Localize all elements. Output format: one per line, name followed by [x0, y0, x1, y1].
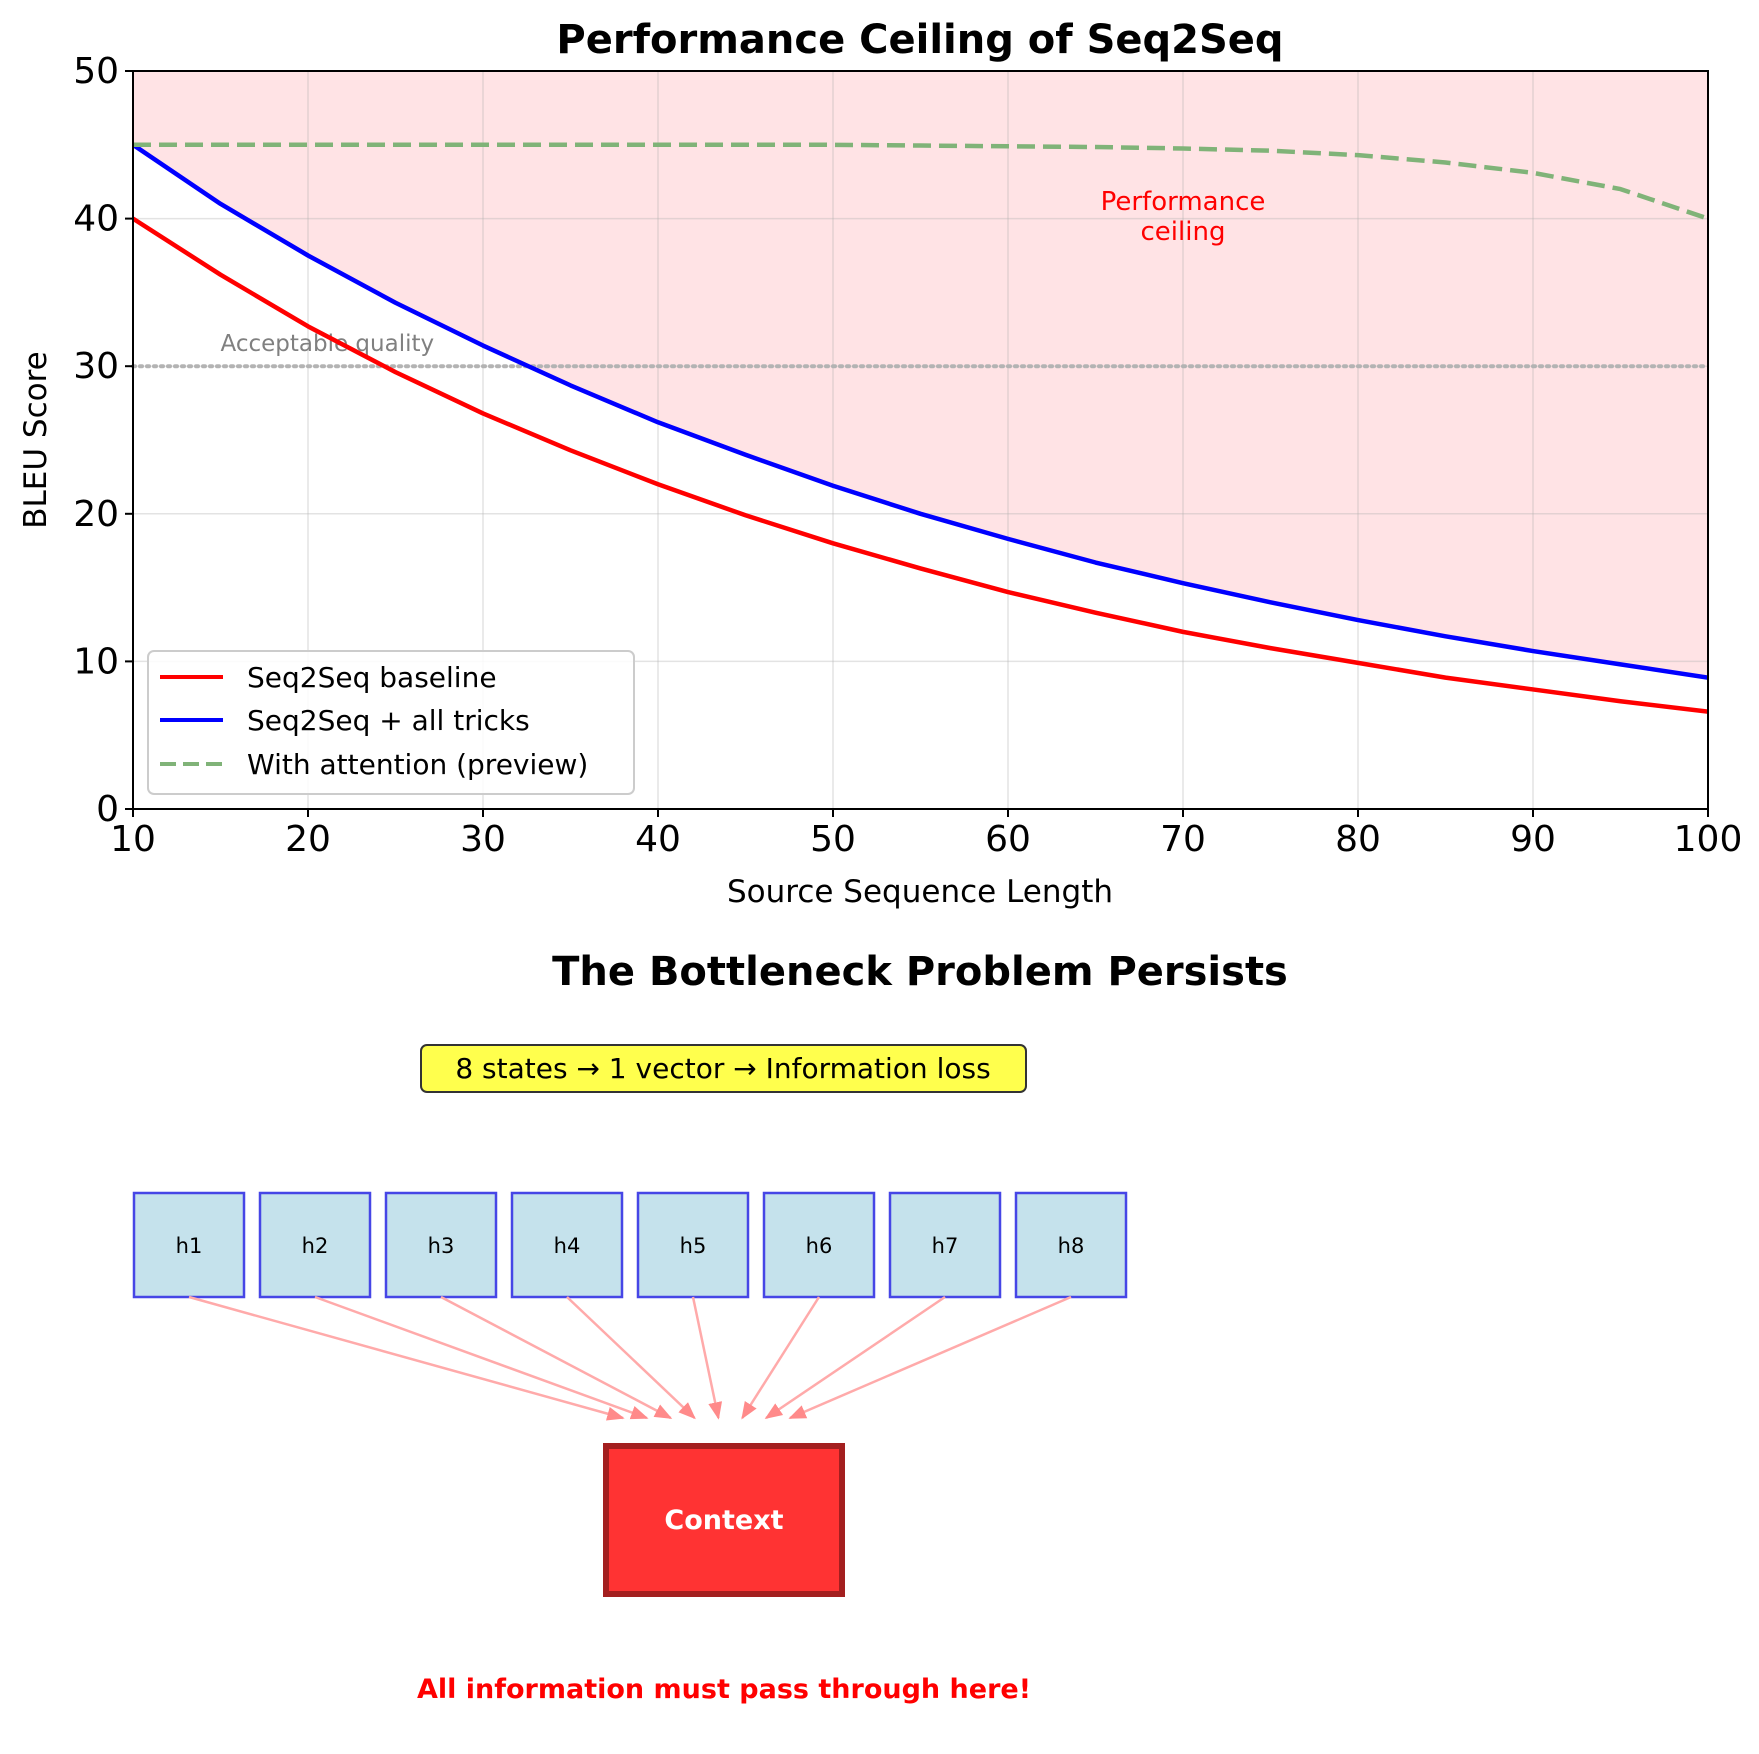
- y-axis-label: BLEU Score: [18, 351, 54, 529]
- series-line-2: [133, 142, 1708, 680]
- x-tick-label: 80: [1335, 819, 1381, 860]
- y-tick-label: 30: [73, 346, 119, 387]
- x-tick-label: 70: [1160, 819, 1206, 860]
- state-label-h6: h6: [806, 1234, 833, 1258]
- legend-label-attention: With attention (preview): [247, 748, 588, 781]
- plot-frame: [132, 70, 1709, 810]
- context-label: Context: [664, 1505, 783, 1536]
- legend-box: [147, 650, 635, 795]
- x-tick-label: 90: [1510, 819, 1556, 860]
- x-tick-label: 10: [110, 819, 156, 860]
- state-label-h3: h3: [428, 1234, 455, 1258]
- hidden-states: h1 h2 h3 h4 h5 h6 h7 h8: [132, 1191, 1128, 1299]
- y-tick-label: 40: [73, 199, 119, 240]
- series-line-3: [133, 142, 1708, 221]
- legend-label-baseline: Seq2Seq baseline: [247, 661, 497, 694]
- callout-box: [420, 1044, 1027, 1093]
- state-box-h6: [762, 1191, 876, 1299]
- state-box-h1: [132, 1191, 246, 1299]
- arrow-h3: [440, 1295, 673, 1420]
- arrow-h8: [788, 1295, 1072, 1420]
- context-box: [603, 1443, 845, 1597]
- state-box-h7: [888, 1191, 1002, 1299]
- x-tick-label: 40: [635, 819, 681, 860]
- arrow-h6: [741, 1296, 821, 1420]
- state-box-h2: [258, 1191, 372, 1299]
- x-tick-label: 100: [1674, 819, 1743, 860]
- chart-title: Performance Ceiling of Seq2Seq: [556, 17, 1283, 63]
- y-tick-label: 50: [73, 51, 119, 92]
- bottleneck-diagram: The Bottleneck Problem Persists 8 states…: [132, 949, 1288, 1705]
- state-label-h8: h8: [1058, 1234, 1085, 1258]
- state-label-h4: h4: [554, 1234, 581, 1258]
- annotation-line-1: Performance: [1101, 187, 1266, 217]
- state-label-h5: h5: [680, 1234, 707, 1258]
- state-label-h7: h7: [932, 1234, 959, 1258]
- state-label-h2: h2: [302, 1234, 329, 1258]
- state-label-h1: h1: [176, 1234, 203, 1258]
- footer-note: All information must pass through here!: [417, 1674, 1031, 1705]
- x-tick-label: 20: [285, 819, 331, 860]
- arrow-h4: [566, 1296, 696, 1420]
- state-arrows: [188, 1295, 1072, 1421]
- diagram-title: The Bottleneck Problem Persists: [552, 949, 1288, 995]
- state-box-h5: [636, 1191, 750, 1299]
- legend-label-tricks: Seq2Seq + all tricks: [247, 704, 530, 737]
- x-tick-label: 60: [985, 819, 1031, 860]
- annotation-line-2: ceiling: [1141, 217, 1226, 247]
- arrow-h1: [188, 1295, 625, 1421]
- x-tick-label: 50: [810, 819, 856, 860]
- arrow-h5: [691, 1296, 723, 1420]
- series-line-1: [133, 216, 1708, 714]
- shaded-region-layer: [133, 71, 1708, 678]
- series-layer: [133, 142, 1708, 714]
- arrow-h2: [314, 1295, 649, 1420]
- x-axis-label: Source Sequence Length: [727, 874, 1113, 910]
- legend: Seq2Seq baseline Seq2Seq + all tricks Wi…: [147, 650, 635, 795]
- shaded-ceiling-region: [133, 71, 1708, 678]
- reference-line-layer: Acceptable quality: [131, 331, 1710, 369]
- y-tick-label: 10: [73, 641, 119, 682]
- arrow-h7: [764, 1295, 946, 1420]
- y-tick-label: 0: [96, 789, 119, 830]
- x-tick-label: 30: [460, 819, 506, 860]
- line-chart: Performance Ceiling of Seq2Seq Acceptabl…: [18, 17, 1742, 910]
- y-tick-label: 20: [73, 494, 119, 535]
- callout-text: 8 states → 1 vector → Information loss: [455, 1052, 990, 1085]
